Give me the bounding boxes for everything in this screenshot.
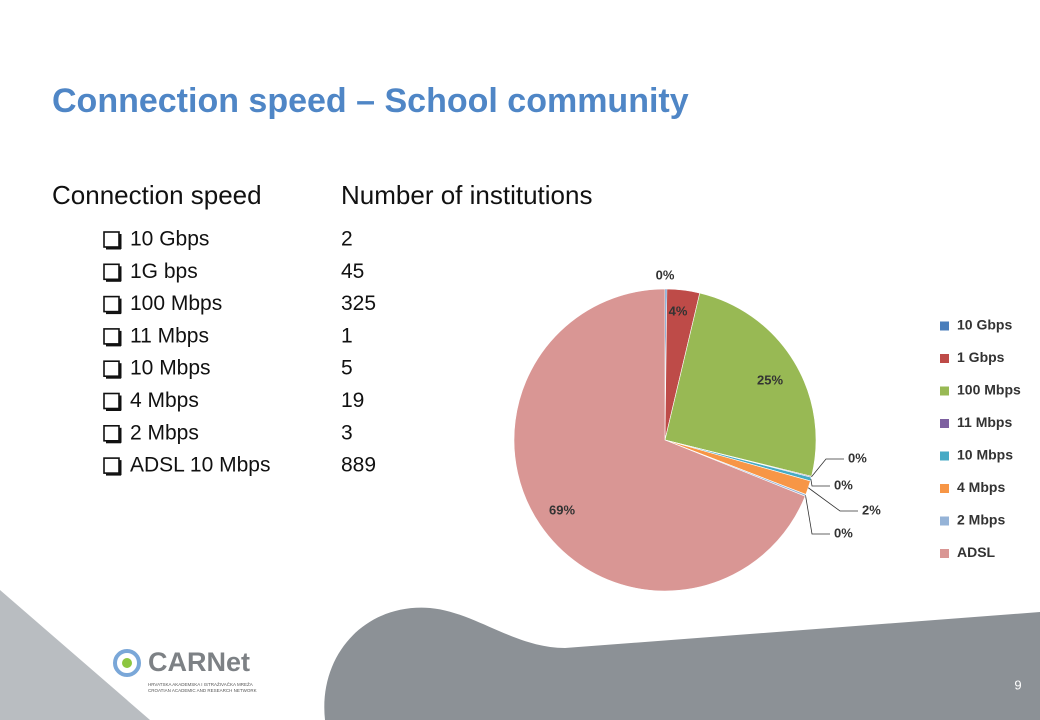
data-label: 2% — [862, 502, 881, 517]
logo-name: CARNet — [148, 647, 250, 677]
legend-label: 1 Gbps — [957, 349, 1005, 365]
legend-swatch — [940, 516, 949, 526]
row-value: 889 — [341, 454, 376, 477]
row-value: 2 — [341, 228, 353, 251]
leader-line — [808, 487, 858, 512]
legend-swatch — [940, 354, 949, 363]
slide-title: Connection speed – School community — [52, 82, 689, 120]
row-label: 10 Mbps — [130, 357, 211, 380]
pie-slice — [513, 288, 806, 592]
data-label: 69% — [549, 502, 575, 517]
legend-swatch — [940, 484, 949, 493]
row-value: 1 — [341, 324, 353, 347]
bullet — [103, 360, 120, 378]
legend-swatch — [940, 321, 949, 331]
bullet — [103, 231, 120, 248]
logo-line: HRVATSKA AKADEMSKA I ISTRAŽIVAČKA MREŽA — [148, 680, 253, 687]
row-value: 325 — [341, 292, 376, 315]
legend-label: 2 Mbps — [957, 512, 1005, 528]
legend-label: ADSL — [957, 544, 996, 560]
data-label: 0% — [834, 525, 853, 540]
leader-line — [805, 495, 830, 535]
row-label: 10 Gbps — [130, 228, 209, 251]
data-label: 0% — [848, 450, 867, 465]
list: 10 Gbps 2 1G bps 45 100 Mbps 325 11 Mbps 1 10 Mb… — [103, 228, 376, 477]
legend-label: 10 Mbps — [957, 447, 1013, 463]
row-label: 2 Mbps — [130, 421, 199, 444]
legend-label: 10 Gbps — [957, 317, 1012, 333]
bullet — [103, 457, 120, 474]
legend-label: 4 Mbps — [957, 479, 1005, 495]
row-label: 1G bps — [130, 260, 198, 283]
decor-left — [0, 590, 150, 720]
table-header: Number of institutions — [341, 180, 592, 210]
data-label: 0% — [656, 267, 675, 282]
legend-swatch — [940, 419, 949, 428]
bullet — [103, 263, 120, 281]
leader-line — [810, 479, 830, 487]
logo: CARNet HRVATSKA AKADEMSKA I ISTRAŽIVAČKA… — [113, 647, 257, 693]
legend-swatch — [940, 549, 949, 558]
decor-bottom — [324, 607, 1040, 720]
bullet — [103, 424, 120, 442]
data-label: 25% — [757, 372, 783, 387]
row-label: 4 Mbps — [130, 389, 199, 412]
row-value: 5 — [341, 357, 353, 380]
legend-swatch — [940, 386, 949, 396]
legend-label: 11 Mbps — [957, 414, 1012, 430]
logo-line: CROATIAN ACADEMIC AND RESEARCH NETWORK — [148, 688, 257, 693]
table-header: Connection speed — [52, 180, 262, 210]
leader-line — [811, 458, 844, 478]
row-label: ADSL 10 Mbps — [130, 454, 270, 477]
data-label: 4% — [669, 303, 688, 318]
row-value: 45 — [341, 260, 364, 283]
row-label: 11 Mbps — [130, 324, 209, 347]
row-value: 3 — [341, 421, 353, 444]
logo-icon — [113, 649, 141, 677]
data-label: 0% — [834, 477, 853, 492]
page-number: 9 — [1014, 677, 1021, 692]
bullet — [103, 392, 120, 410]
row-label: 100 Mbps — [130, 292, 222, 315]
pie-slice — [664, 292, 817, 477]
legend-swatch — [940, 451, 949, 461]
bullet — [103, 295, 120, 313]
pie: 0% 4% 25% 0% 0% 2% 0% 69% — [513, 267, 881, 592]
legend-label: 100 Mbps — [957, 382, 1021, 398]
logo-icon — [122, 658, 132, 668]
row-value: 19 — [341, 389, 364, 412]
bullet — [103, 328, 120, 345]
